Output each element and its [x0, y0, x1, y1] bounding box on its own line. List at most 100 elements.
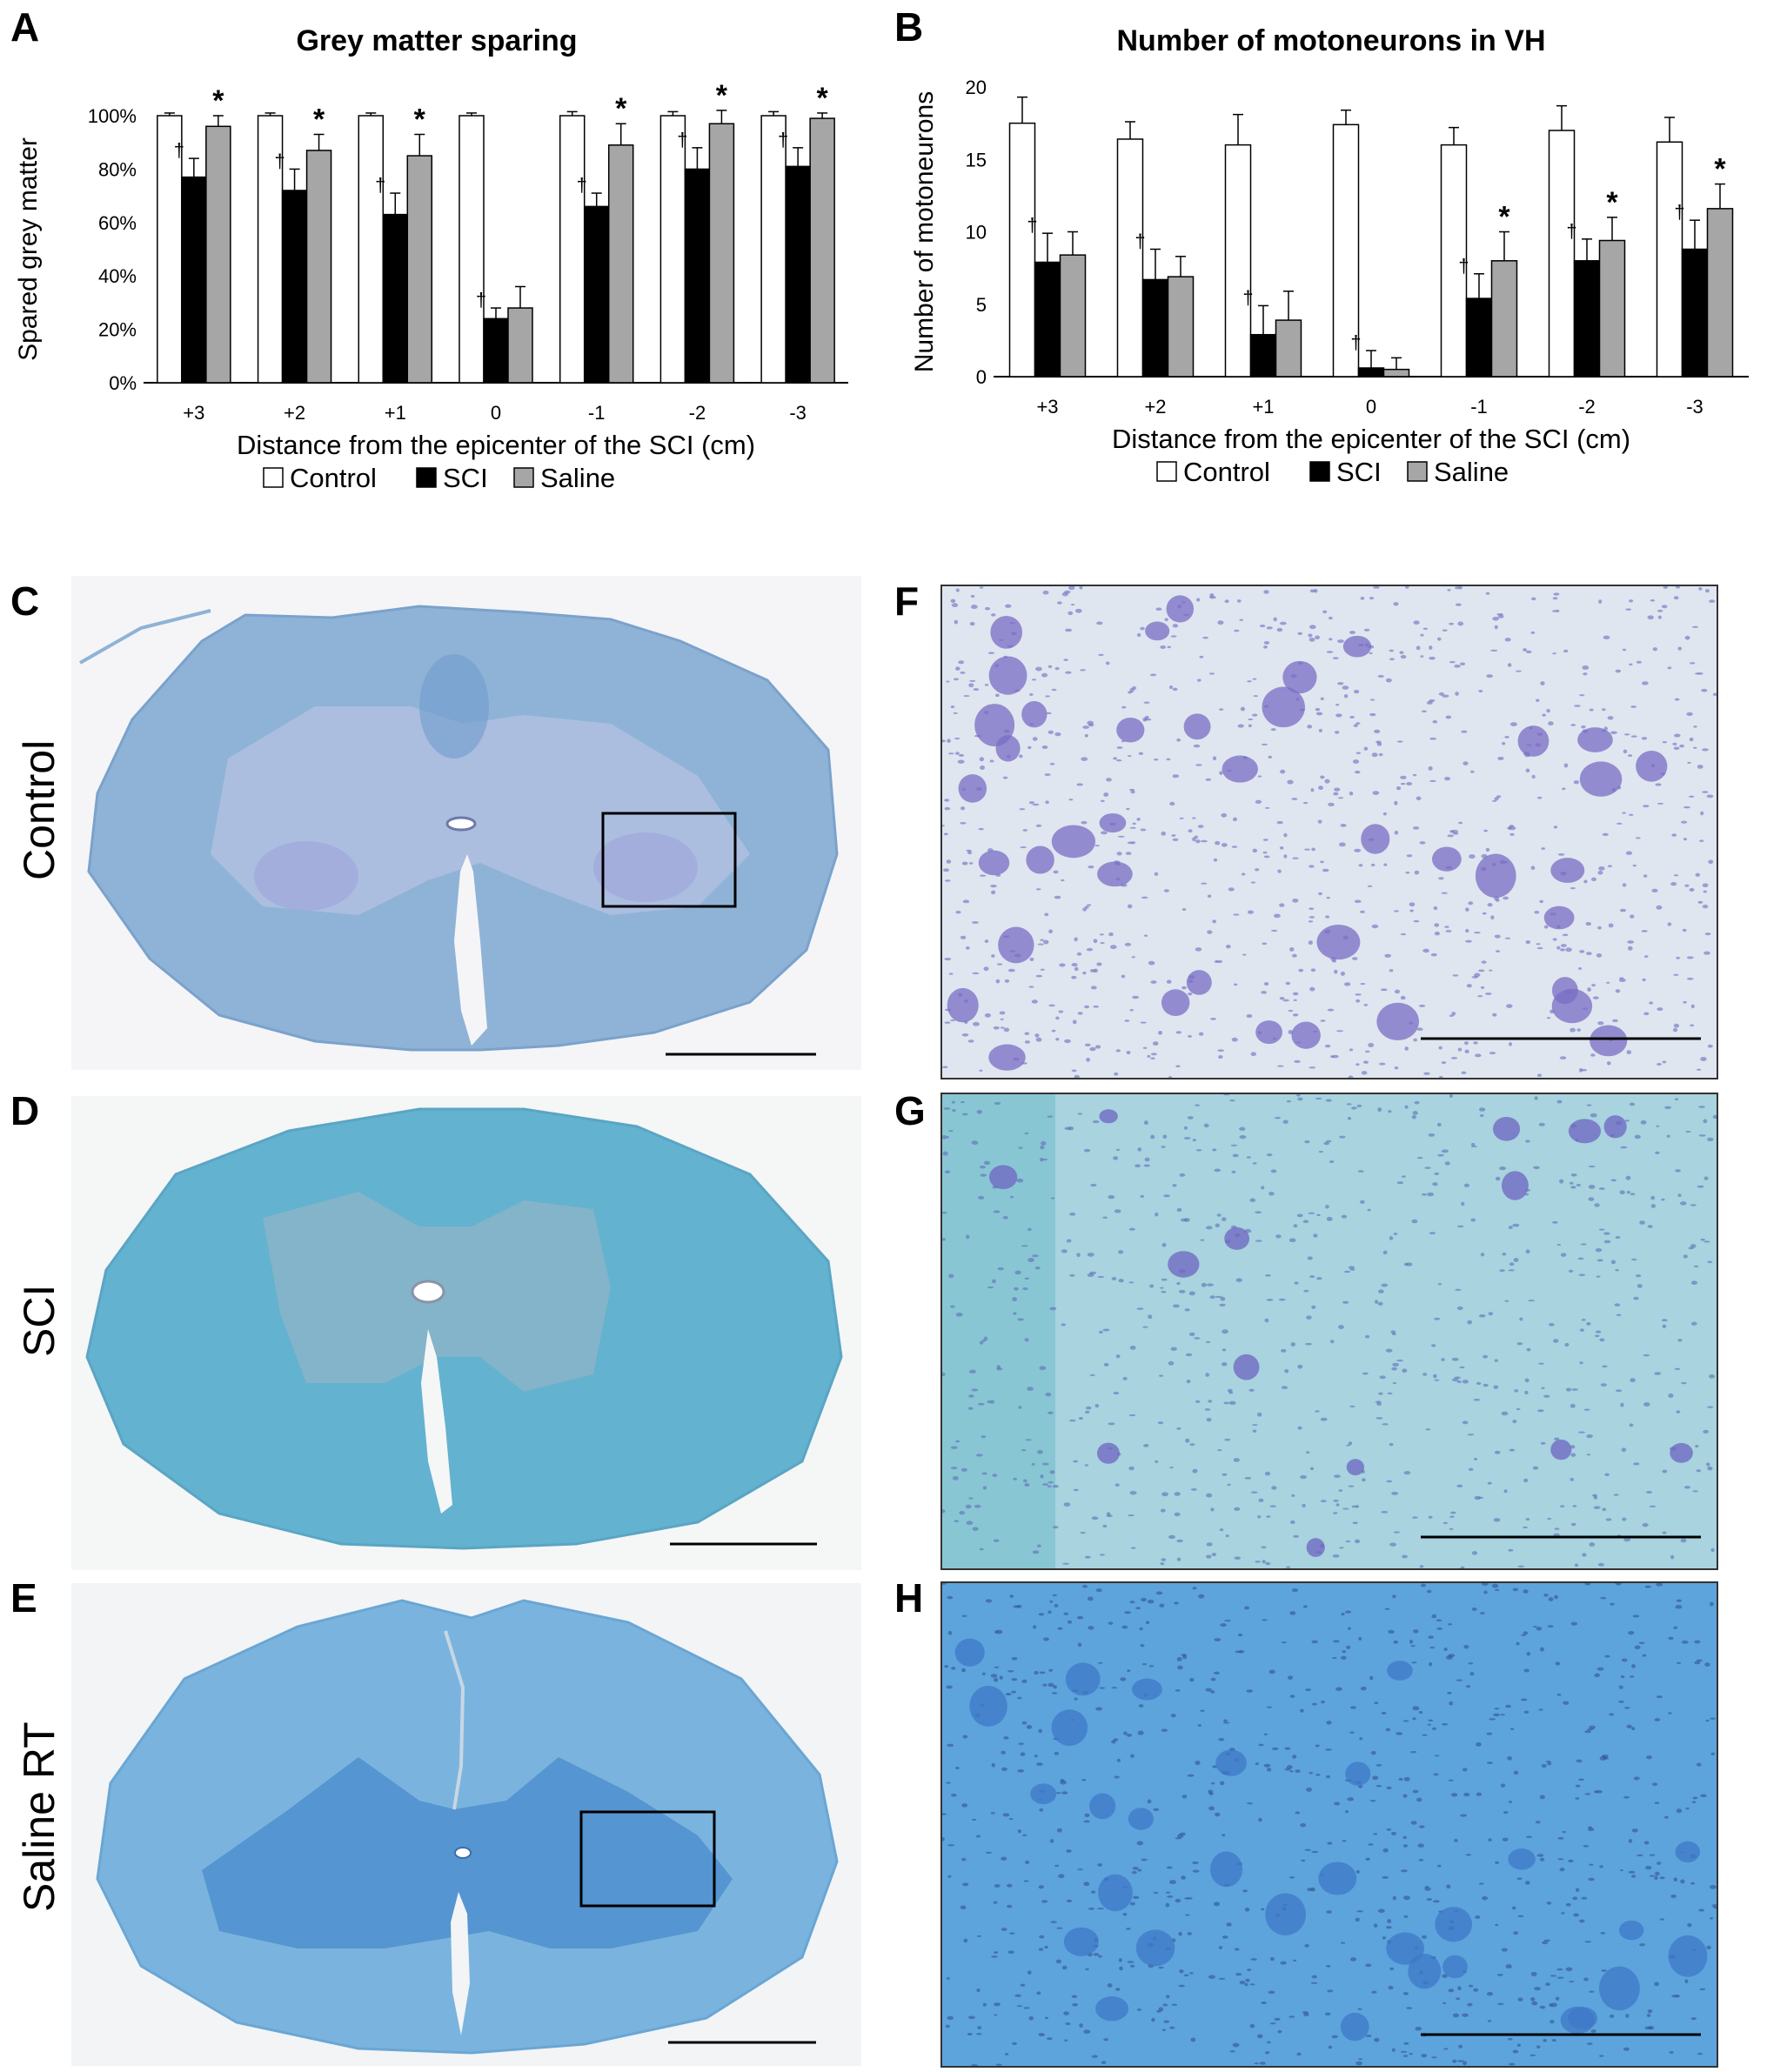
chart-b-x-axis-label: Distance from the epicenter of the SCI (… — [1112, 424, 1630, 454]
chart-a-significance-mark: † — [476, 289, 486, 311]
chart-b-significance-mark: † — [1350, 331, 1361, 353]
chart-a-significance-mark: * — [615, 92, 627, 125]
chart-a-legend-label: Control — [290, 463, 377, 493]
neuron-cell — [1128, 1808, 1154, 1830]
neuron-cell — [958, 774, 987, 803]
chart-a-y-tick-label: 80% — [98, 158, 137, 180]
neuron-cell — [1065, 1662, 1101, 1696]
panel-letter-g: G — [894, 1088, 926, 1133]
chart-b-x-tick-label: +2 — [1144, 396, 1166, 418]
chart-b-bar — [1116, 138, 1144, 378]
neuron-cell — [1361, 824, 1390, 854]
chart-b-significance-mark: * — [1498, 201, 1510, 234]
chart-b-bar — [1332, 124, 1360, 378]
neuron-cell — [1030, 1783, 1057, 1805]
chart-b-legend-label: SCI — [1336, 457, 1382, 487]
neuron-cell — [1590, 1025, 1628, 1057]
neuron-cell — [1345, 1761, 1371, 1786]
chart-b-y-tick-label: 15 — [966, 149, 987, 170]
chart-b-y-tick-label: 20 — [966, 77, 987, 98]
chart-b-significance-mark: † — [1566, 220, 1576, 242]
chart-a-significance-mark: * — [817, 82, 829, 115]
chart-a-legend-swatch — [263, 467, 284, 488]
neuron-cell — [1550, 1439, 1572, 1460]
chart-a-x-tick-label: 0 — [491, 402, 501, 424]
neuron-cell — [1183, 713, 1211, 740]
neuron-cell — [1306, 1538, 1325, 1557]
chart-b-y-tick-label: 0 — [976, 366, 987, 388]
neuron-cell — [1636, 750, 1668, 782]
saline-ventral-horn-micrograph — [940, 1581, 1718, 2068]
neuron-cell — [978, 850, 1010, 876]
neuron-cell — [1376, 1002, 1419, 1040]
neuron-cell — [1603, 1115, 1627, 1139]
neuron-cell — [1135, 1929, 1175, 1967]
chart-a-bar — [785, 165, 811, 384]
neuron-cell — [1096, 1442, 1120, 1464]
neuron-cell — [1543, 906, 1575, 930]
micrograph-texture — [942, 1094, 1717, 1568]
chart-b-x-tick-label: -1 — [1470, 396, 1488, 418]
chart-b-bar — [1167, 276, 1195, 378]
panel-letter-h: H — [894, 1575, 924, 1621]
neuron-cell — [1186, 970, 1212, 995]
chart-a-significance-mark: † — [677, 129, 687, 150]
chart-a-title: Grey matter sparing — [296, 24, 577, 57]
neuron-cell — [1063, 1927, 1099, 1956]
neuron-cell — [1215, 1749, 1247, 1776]
chart-a-bar — [760, 115, 786, 384]
neuron-cell — [974, 704, 1015, 746]
neuron-cell — [1579, 761, 1623, 797]
chart-a-bar — [181, 176, 207, 384]
row-label-saline-rt: Saline RT — [15, 1721, 64, 1912]
chart-b-bar — [1656, 141, 1683, 378]
neuron-cell — [1318, 1861, 1357, 1895]
chart-b-y-axis-label: Number of motoneurons — [910, 91, 939, 373]
neuron-cell — [1431, 846, 1462, 872]
neuron-cell — [1233, 1353, 1260, 1380]
neuron-cell — [1099, 812, 1127, 833]
panel-letter-c: C — [10, 578, 40, 624]
neuron-cell — [1095, 1996, 1129, 2022]
chart-a-legend-label: SCI — [443, 463, 488, 493]
chart-a-bar — [458, 115, 485, 384]
chart-a-bar — [305, 150, 332, 384]
neuron-cell — [1340, 2012, 1369, 2042]
neuron-cell — [1668, 1935, 1708, 1977]
chart-a-legend-label: Saline — [540, 463, 615, 493]
neuron-cell — [1550, 858, 1585, 883]
chart-b-legend-swatch — [1309, 461, 1330, 482]
neuron-cell — [1209, 1851, 1243, 1888]
neuron-cell — [1502, 1171, 1529, 1200]
neuron-cell — [1255, 1020, 1282, 1045]
neuron-cell — [1386, 1932, 1425, 1965]
chart-a-significance-mark: * — [313, 103, 325, 136]
chart-b-legend-swatch — [1407, 461, 1428, 482]
neuron-cell — [1517, 725, 1549, 757]
sci-cross-section-image — [71, 1096, 861, 1570]
neuron-cell — [1262, 686, 1305, 728]
chart-b-bar — [1034, 261, 1061, 378]
neuron-cell — [947, 987, 979, 1023]
neuron-cell — [1089, 1793, 1116, 1820]
chart-b-bar — [1681, 248, 1709, 378]
chart-a-y-tick-label: 60% — [98, 212, 137, 234]
chart-b-significance-mark: * — [1606, 186, 1618, 219]
chart-a-bar — [406, 155, 433, 384]
chart-a-significance-mark: * — [212, 84, 224, 117]
chart-a-significance-mark: † — [174, 139, 184, 161]
neuron-cell — [1508, 1848, 1536, 1870]
neuron-cell — [1598, 1966, 1640, 2011]
chart-a-bar — [684, 168, 711, 384]
neuron-cell — [1568, 1119, 1602, 1144]
chart-a-significance-mark: * — [414, 103, 426, 136]
neuron-cell — [1265, 1893, 1307, 1935]
chart-b-x-tick-label: 0 — [1366, 396, 1376, 418]
neuron-cell — [1051, 1709, 1088, 1747]
neuron-cell — [1442, 1955, 1468, 1979]
chart-a-x-tick-label: +3 — [183, 402, 204, 424]
chart-a-bar — [157, 115, 183, 384]
chart-a-x-tick-label: -3 — [789, 402, 807, 424]
row-label-sci: SCI — [15, 1284, 64, 1357]
panel-letter-f: F — [894, 578, 920, 624]
